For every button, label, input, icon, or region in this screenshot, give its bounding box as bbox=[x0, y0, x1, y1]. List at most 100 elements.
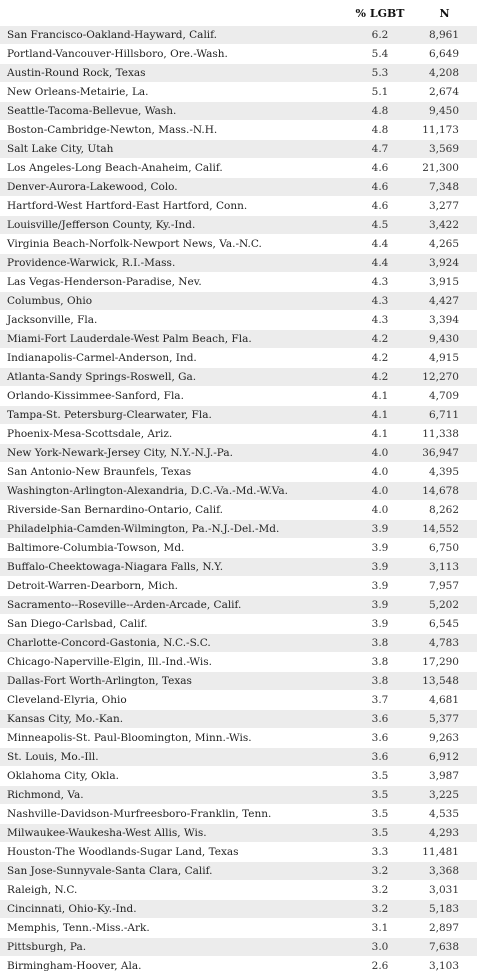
metro-cell: Houston-The Woodlands-Sugar Land, Texas bbox=[0, 842, 348, 863]
n-cell: 3,569 bbox=[412, 139, 477, 160]
pct-lgbt-cell: 3.0 bbox=[348, 937, 412, 958]
pct-lgbt-cell: 4.4 bbox=[348, 253, 412, 274]
table-row: Philadelphia-Camden-Wilmington, Pa.-N.J.… bbox=[0, 519, 477, 540]
n-cell: 21,300 bbox=[412, 158, 477, 179]
n-cell: 2,897 bbox=[412, 918, 477, 939]
metro-cell: Denver-Aurora-Lakewood, Colo. bbox=[0, 177, 348, 198]
pct-lgbt-cell: 3.2 bbox=[348, 880, 412, 901]
metro-cell: Dallas-Fort Worth-Arlington, Texas bbox=[0, 671, 348, 692]
pct-lgbt-cell: 3.8 bbox=[348, 671, 412, 692]
pct-lgbt-cell: 3.9 bbox=[348, 614, 412, 635]
metro-cell: Nashville-Davidson-Murfreesboro-Franklin… bbox=[0, 804, 348, 825]
pct-lgbt-cell: 4.6 bbox=[348, 177, 412, 198]
metro-cell: Minneapolis-St. Paul-Bloomington, Minn.-… bbox=[0, 728, 348, 749]
metro-cell: Cincinnati, Ohio-Ky.-Ind. bbox=[0, 899, 348, 920]
metro-cell: Cleveland-Elyria, Ohio bbox=[0, 690, 348, 711]
table-row: Austin-Round Rock, Texas 5.3 4,208 bbox=[0, 63, 477, 84]
pct-lgbt-cell: 3.7 bbox=[348, 690, 412, 711]
n-cell: 7,348 bbox=[412, 177, 477, 198]
metro-cell: Raleigh, N.C. bbox=[0, 880, 348, 901]
pct-lgbt-cell: 3.6 bbox=[348, 747, 412, 768]
table-row: Birmingham-Hoover, Ala. 2.6 3,103 bbox=[0, 956, 477, 976]
n-cell: 12,270 bbox=[412, 367, 477, 388]
n-cell: 8,262 bbox=[412, 500, 477, 521]
pct-lgbt-cell: 3.9 bbox=[348, 538, 412, 559]
table-row: Seattle-Tacoma-Bellevue, Wash. 4.8 9,450 bbox=[0, 101, 477, 122]
pct-lgbt-cell: 4.2 bbox=[348, 329, 412, 350]
n-cell: 3,277 bbox=[412, 196, 477, 217]
n-cell: 6,711 bbox=[412, 405, 477, 426]
table-row: St. Louis, Mo.-Ill. 3.6 6,912 bbox=[0, 747, 477, 768]
table-row: Virginia Beach-Norfolk-Newport News, Va.… bbox=[0, 234, 477, 255]
table-row: Milwaukee-Waukesha-West Allis, Wis. 3.5 4,… bbox=[0, 823, 477, 844]
n-cell: 9,430 bbox=[412, 329, 477, 350]
table-row: Denver-Aurora-Lakewood, Colo. 4.6 7,348 bbox=[0, 177, 477, 198]
table-row: Boston-Cambridge-Newton, Mass.-N.H. 4.8 11… bbox=[0, 120, 477, 141]
table-row: Tampa-St. Petersburg-Clearwater, Fla. 4.1… bbox=[0, 405, 477, 426]
pct-lgbt-cell: 4.7 bbox=[348, 139, 412, 160]
pct-lgbt-cell: 3.5 bbox=[348, 785, 412, 806]
n-cell: 4,427 bbox=[412, 291, 477, 312]
n-cell: 8,961 bbox=[412, 26, 477, 46]
metro-cell: Milwaukee-Waukesha-West Allis, Wis. bbox=[0, 823, 348, 844]
metro-cell: Philadelphia-Camden-Wilmington, Pa.-N.J.… bbox=[0, 519, 348, 540]
metro-cell: Jacksonville, Fla. bbox=[0, 310, 348, 331]
table-row: San Jose-Sunnyvale-Santa Clara, Calif. 3.… bbox=[0, 861, 477, 882]
table-row: Sacramento--Roseville--Arden-Arcade, Cal… bbox=[0, 595, 477, 616]
metro-cell: Charlotte-Concord-Gastonia, N.C.-S.C. bbox=[0, 633, 348, 654]
pct-lgbt-cell: 3.1 bbox=[348, 918, 412, 939]
pct-lgbt-cell: 4.0 bbox=[348, 462, 412, 483]
n-cell: 4,395 bbox=[412, 462, 477, 483]
table-row: Cleveland-Elyria, Ohio 3.7 4,681 bbox=[0, 690, 477, 711]
metro-cell: Baltimore-Columbia-Towson, Md. bbox=[0, 538, 348, 559]
n-cell: 5,183 bbox=[412, 899, 477, 920]
pct-lgbt-cell: 4.3 bbox=[348, 272, 412, 293]
n-cell: 3,031 bbox=[412, 880, 477, 901]
metro-cell: San Jose-Sunnyvale-Santa Clara, Calif. bbox=[0, 861, 348, 882]
table-row: Hartford-West Hartford-East Hartford, Co… bbox=[0, 196, 477, 217]
n-cell: 13,548 bbox=[412, 671, 477, 692]
n-cell: 11,481 bbox=[412, 842, 477, 863]
n-cell: 9,450 bbox=[412, 101, 477, 122]
metro-cell: Birmingham-Hoover, Ala. bbox=[0, 956, 348, 976]
n-cell: 4,265 bbox=[412, 234, 477, 255]
pct-lgbt-cell: 4.2 bbox=[348, 348, 412, 369]
pct-lgbt-cell: 5.1 bbox=[348, 82, 412, 103]
metro-cell: Washington-Arlington-Alexandria, D.C.-Va… bbox=[0, 481, 348, 502]
pct-lgbt-cell: 3.9 bbox=[348, 595, 412, 616]
pct-lgbt-cell: 4.1 bbox=[348, 386, 412, 407]
table-row: Cincinnati, Ohio-Ky.-Ind. 3.2 5,183 bbox=[0, 899, 477, 920]
n-cell: 11,173 bbox=[412, 120, 477, 141]
table-row: Detroit-Warren-Dearborn, Mich. 3.9 7,957 bbox=[0, 576, 477, 597]
table-row: Washington-Arlington-Alexandria, D.C.-Va… bbox=[0, 481, 477, 502]
pct-lgbt-cell: 4.2 bbox=[348, 367, 412, 388]
metro-cell: Chicago-Naperville-Elgin, Ill.-Ind.-Wis. bbox=[0, 652, 348, 673]
pct-lgbt-cell: 4.0 bbox=[348, 443, 412, 464]
pct-lgbt-cell: 4.4 bbox=[348, 234, 412, 255]
pct-lgbt-cell: 3.9 bbox=[348, 557, 412, 578]
pct-lgbt-cell: 3.5 bbox=[348, 766, 412, 787]
n-cell: 4,709 bbox=[412, 386, 477, 407]
n-cell: 6,750 bbox=[412, 538, 477, 559]
table-row: Oklahoma City, Okla. 3.5 3,987 bbox=[0, 766, 477, 787]
pct-lgbt-cell: 6.2 bbox=[348, 26, 412, 46]
table-row: Buffalo-Cheektowaga-Niagara Falls, N.Y. 3… bbox=[0, 557, 477, 578]
n-cell: 4,208 bbox=[412, 63, 477, 84]
metro-cell: Portland-Vancouver-Hillsboro, Ore.-Wash. bbox=[0, 44, 348, 65]
table-row: Minneapolis-St. Paul-Bloomington, Minn.-… bbox=[0, 728, 477, 749]
metro-cell: Orlando-Kissimmee-Sanford, Fla. bbox=[0, 386, 348, 407]
header-pct-lgbt: % LGBT bbox=[355, 6, 405, 20]
pct-lgbt-cell: 5.3 bbox=[348, 63, 412, 84]
header-row: % LGBT N bbox=[0, 0, 477, 26]
n-cell: 3,422 bbox=[412, 215, 477, 236]
table-row: San Antonio-New Braunfels, Texas 4.0 4,395 bbox=[0, 462, 477, 483]
n-cell: 4,783 bbox=[412, 633, 477, 654]
n-cell: 3,103 bbox=[412, 956, 477, 976]
table-row: Baltimore-Columbia-Towson, Md. 3.9 6,750 bbox=[0, 538, 477, 559]
metro-cell: Memphis, Tenn.-Miss.-Ark. bbox=[0, 918, 348, 939]
pct-lgbt-cell: 4.0 bbox=[348, 500, 412, 521]
pct-lgbt-cell: 4.6 bbox=[348, 158, 412, 179]
metro-cell: New York-Newark-Jersey City, N.Y.-N.J.-P… bbox=[0, 443, 348, 464]
metro-cell: Los Angeles-Long Beach-Anaheim, Calif. bbox=[0, 158, 348, 179]
